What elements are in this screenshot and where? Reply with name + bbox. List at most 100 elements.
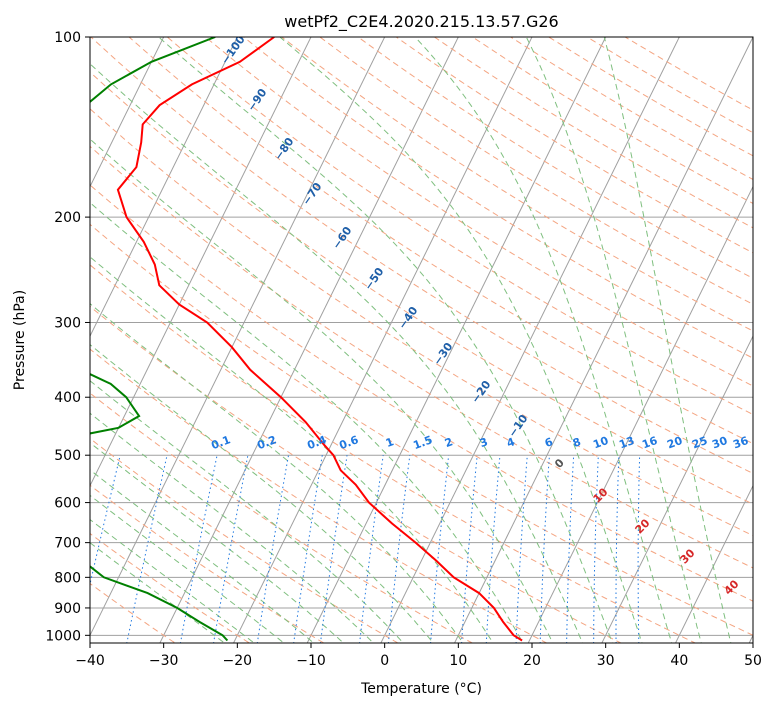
x-tick-label: 50 xyxy=(744,653,762,669)
x-tick-label: 0 xyxy=(380,653,389,669)
mixing-ratio-line xyxy=(179,455,218,643)
mixing-ratio-label: 6 xyxy=(543,435,555,450)
moist-adiabat-label: 20 xyxy=(633,516,653,536)
dry-adiabat-line xyxy=(90,108,753,537)
moist-adiabat-line xyxy=(90,303,464,643)
mixing-ratio-label: 30 xyxy=(710,434,729,452)
mixing-ratio-line xyxy=(566,455,575,643)
moist-adiabat-line xyxy=(158,37,613,643)
mixing-ratio-label: 20 xyxy=(665,434,684,452)
dry-adiabat-line xyxy=(90,437,399,643)
axes: −40 −30 −20 −10 0 10 20 30 40 5010020030040050060… xyxy=(45,30,762,669)
dry-adiabat-line xyxy=(357,37,753,279)
isotherm-line xyxy=(90,37,386,637)
mixing-ratio-label: 8 xyxy=(571,435,583,450)
moist-adiabat-line xyxy=(90,442,345,643)
mixing-ratio-line xyxy=(461,455,478,643)
dry-adiabat-line xyxy=(90,71,753,505)
mixing-ratio-label: 0.4 xyxy=(305,433,328,452)
dry-adiabat-line xyxy=(510,37,753,180)
dry-adiabat-label: −80 xyxy=(272,135,297,163)
moist-adiabat-line xyxy=(90,63,584,643)
moist-adiabat-line xyxy=(90,380,404,643)
dry-adiabat-line xyxy=(90,582,176,643)
x-tick-label: 10 xyxy=(449,653,467,669)
dry-adiabat-line xyxy=(319,37,753,305)
plot-frame xyxy=(89,36,754,644)
isotherm-line xyxy=(90,37,238,338)
moist-adiabat-line xyxy=(90,138,554,643)
mixing-ratio-line xyxy=(615,455,620,643)
isotherm-line xyxy=(527,185,753,643)
moist-adiabat-line xyxy=(90,256,494,643)
sounding-profiles xyxy=(90,37,523,642)
moist-adiabat-line xyxy=(90,518,255,643)
isotherm-line xyxy=(748,634,753,643)
isotherm-line xyxy=(306,37,607,643)
dry-adiabat-label: −90 xyxy=(245,86,270,114)
mixing-ratio-label: 3 xyxy=(478,435,490,450)
dry-adiabat-label: −60 xyxy=(330,224,355,252)
x-tick-label: −40 xyxy=(75,653,105,669)
mixing-ratio-label: 25 xyxy=(690,434,709,451)
moist-adiabat-line xyxy=(414,37,673,643)
y-tick-label: 800 xyxy=(54,570,81,586)
y-tick-label: 100 xyxy=(54,30,81,46)
dry-adiabat-line xyxy=(434,37,753,229)
dry-adiabat-line xyxy=(90,305,622,643)
mixing-ratio-line xyxy=(637,455,641,643)
mixing-ratio-label: 36 xyxy=(731,434,750,452)
x-tick-label: 30 xyxy=(597,653,615,669)
mixing-ratio-label: 16 xyxy=(640,434,659,452)
moist-adiabat-line xyxy=(90,412,375,643)
mixing-ratio-label: 0.6 xyxy=(337,433,360,452)
moist-adiabat-line xyxy=(90,469,315,643)
moist-adiabat-label: 0 xyxy=(552,456,567,471)
dry-adiabat-line xyxy=(166,37,753,416)
isotherm-line xyxy=(380,37,680,643)
y-axis-label: Pressure (hPa) xyxy=(12,290,28,390)
dry-adiabat-line xyxy=(90,37,753,475)
y-tick-label: 300 xyxy=(54,315,81,331)
moist-adiabat-line xyxy=(90,494,285,643)
y-tick-label: 900 xyxy=(54,601,81,617)
mixing-ratio-line xyxy=(430,455,450,643)
dry-adiabat-line xyxy=(90,184,753,602)
dewpoint-profile-line xyxy=(90,37,229,642)
mixing-ratio-label: 1 xyxy=(384,435,396,450)
isotherm-line xyxy=(601,335,753,643)
isotherm-line xyxy=(90,37,165,188)
mixing-ratio-label: 13 xyxy=(617,434,636,451)
y-tick-label: 200 xyxy=(54,210,81,226)
x-tick-label: 40 xyxy=(670,653,688,669)
isotherm-line xyxy=(90,37,312,487)
moist-adiabat-line xyxy=(603,37,732,643)
mixing-ratio-label: 0.1 xyxy=(209,433,232,452)
mixing-ratio-line xyxy=(213,455,249,643)
mixing-ratio-line xyxy=(485,455,501,643)
mixing-ratio-line xyxy=(539,455,550,643)
moist-adiabat-line xyxy=(279,37,643,643)
mixing-ratio-line xyxy=(359,455,384,643)
mixing-ratio-label: 0.2 xyxy=(255,433,278,452)
isotherm-line xyxy=(159,37,459,643)
dry-adiabat-line xyxy=(90,223,753,636)
dry-adiabat-label: −100 xyxy=(219,33,248,67)
mixing-ratio-label: 2 xyxy=(443,435,455,450)
moist-adiabat-line xyxy=(90,202,524,643)
mixing-ratio-label: 1.5 xyxy=(411,433,434,452)
dry-adiabat-label: −70 xyxy=(300,180,325,208)
mixing-ratio-line xyxy=(387,455,411,643)
temperature-profile-line xyxy=(116,37,523,642)
y-tick-label: 1000 xyxy=(45,628,81,644)
moist-adiabat-line xyxy=(90,343,434,643)
y-tick-label: 400 xyxy=(54,390,81,406)
x-tick-label: 20 xyxy=(523,653,541,669)
x-tick-label: −20 xyxy=(223,653,253,669)
mixing-ratio-label: 4 xyxy=(505,435,517,450)
dry-adiabat-label: −30 xyxy=(431,340,456,368)
dry-adiabat-label: −40 xyxy=(396,304,421,332)
isotherm-line xyxy=(453,37,753,643)
dry-adiabat-line xyxy=(90,145,753,569)
isotherm-line xyxy=(232,37,533,643)
